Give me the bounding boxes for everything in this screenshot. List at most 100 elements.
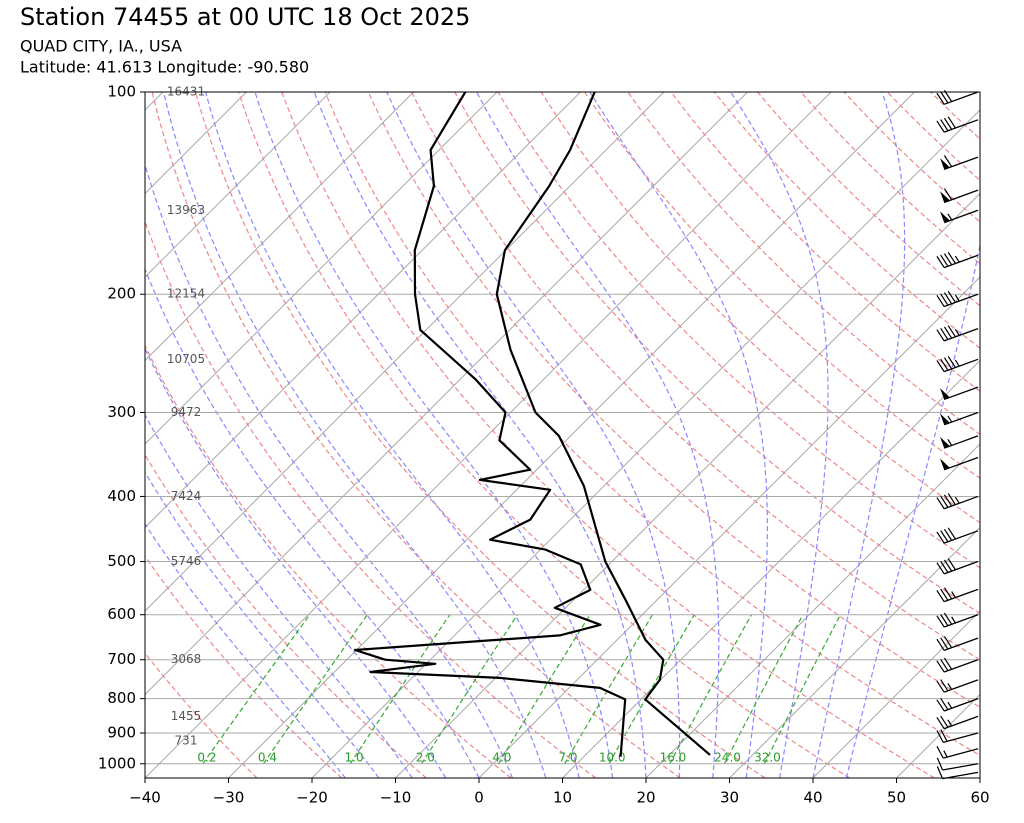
barb-feather	[943, 117, 953, 130]
moist-adiabat	[845, 242, 980, 778]
height-label: 10705	[167, 352, 205, 366]
barb-feather	[936, 590, 945, 602]
dry-adiabat	[454, 92, 980, 615]
wind-barb	[936, 715, 979, 730]
barb-feather	[940, 588, 949, 601]
moist-adiabat	[386, 92, 681, 778]
mixing-ratio-line	[763, 614, 841, 765]
barb-feather	[936, 757, 944, 771]
barb-flag	[940, 211, 950, 223]
plot: 0.2 0.4 1.0 2.0 4.0 7.0 10.0 16.0 24.0 32.0100090…	[98, 83, 990, 807]
barb-feather	[936, 295, 945, 307]
wind-barb	[936, 356, 979, 373]
barb-feather	[936, 730, 944, 743]
barb-flag	[940, 388, 950, 400]
x-tick-label: 10	[553, 789, 572, 807]
barb-feather	[936, 638, 945, 651]
barb-staff	[943, 698, 979, 712]
wind-barb	[936, 757, 979, 771]
barb-feather	[940, 637, 949, 650]
x-tick-label: −30	[213, 789, 245, 807]
barb-half	[947, 683, 953, 690]
dry-adiabat	[238, 92, 851, 778]
barb-staff	[943, 679, 979, 693]
mixing-ratio-line	[669, 614, 753, 765]
height-label: 5746	[171, 554, 202, 568]
wind-barb	[940, 188, 979, 204]
barb-staff	[943, 91, 979, 105]
barb-staff	[943, 659, 979, 673]
mixing-ratio-label: 10.0	[599, 750, 626, 764]
barb-half	[943, 750, 948, 758]
barb-feather	[936, 699, 945, 712]
barb-feather	[940, 679, 949, 692]
y-tick-label: 200	[107, 285, 136, 303]
mixing-ratio-label: 32.0	[754, 750, 781, 764]
barb-feather	[943, 657, 953, 670]
wind-barb	[936, 612, 979, 628]
barb-staff	[943, 560, 979, 575]
height-label: 731	[175, 734, 198, 748]
barb-feather	[947, 527, 956, 540]
mixing-ratio-label: 1.0	[345, 750, 364, 764]
barb-feather	[940, 614, 949, 627]
barb-feather	[943, 494, 953, 507]
wind-barb	[940, 456, 979, 471]
barb-feather	[940, 495, 949, 508]
barb-feather	[943, 188, 953, 201]
y-tick-label: 500	[107, 552, 136, 570]
isotherm	[145, 92, 414, 362]
wind-barb	[936, 251, 979, 269]
barb-staff	[943, 119, 979, 133]
barb-feather	[936, 766, 944, 779]
y-tick-label: 400	[107, 487, 136, 505]
mixing-ratio-label: 0.2	[197, 750, 216, 764]
moist-adiabat	[162, 92, 547, 778]
x-tick-label: 20	[636, 789, 655, 807]
barb-half	[954, 496, 960, 504]
barb-flag	[940, 191, 950, 203]
dry-adiabat	[713, 92, 980, 349]
barb-flag	[940, 158, 950, 170]
dry-adiabat	[145, 453, 427, 778]
dry-adiabat	[800, 92, 980, 265]
y-tick-label: 700	[107, 650, 136, 668]
dry-adiabat	[584, 92, 980, 479]
y-tick-label: 100	[107, 83, 136, 101]
isotherm	[645, 443, 980, 778]
barb-feather	[947, 251, 956, 264]
y-tick-label: 300	[107, 403, 136, 421]
y-tick-label: 900	[107, 724, 136, 742]
barb-half	[947, 213, 953, 221]
barb-half	[951, 616, 956, 624]
x-tick-label: 50	[887, 789, 906, 807]
moist-adiabat	[812, 92, 906, 778]
barb-staff	[943, 530, 979, 544]
barb-staff	[943, 254, 979, 269]
barb-feather	[940, 358, 949, 371]
mixing-ratio-line	[564, 614, 654, 765]
height-label: 1455	[171, 709, 202, 723]
height-label: 9472	[171, 405, 202, 419]
dry-adiabat	[145, 219, 597, 778]
wind-barb	[936, 636, 979, 652]
wind-barb	[940, 386, 979, 401]
moist-adiabat	[730, 92, 829, 778]
barb-half	[947, 439, 953, 446]
moist-adiabat	[476, 92, 720, 778]
barb-feather	[936, 562, 945, 575]
mixing-ratio-line	[262, 614, 368, 765]
mixing-ratio-line	[723, 614, 804, 765]
barb-staff	[943, 732, 979, 743]
isotherm	[979, 777, 980, 778]
barb-flag	[940, 413, 950, 425]
isotherm	[729, 526, 980, 778]
moist-adiabat	[589, 92, 768, 778]
dry-adiabat	[145, 555, 343, 778]
isotherm	[145, 92, 665, 612]
barb-feather	[936, 329, 945, 342]
barb-feather	[936, 120, 945, 133]
barb-feather	[947, 325, 956, 338]
barb-feather	[936, 92, 945, 105]
